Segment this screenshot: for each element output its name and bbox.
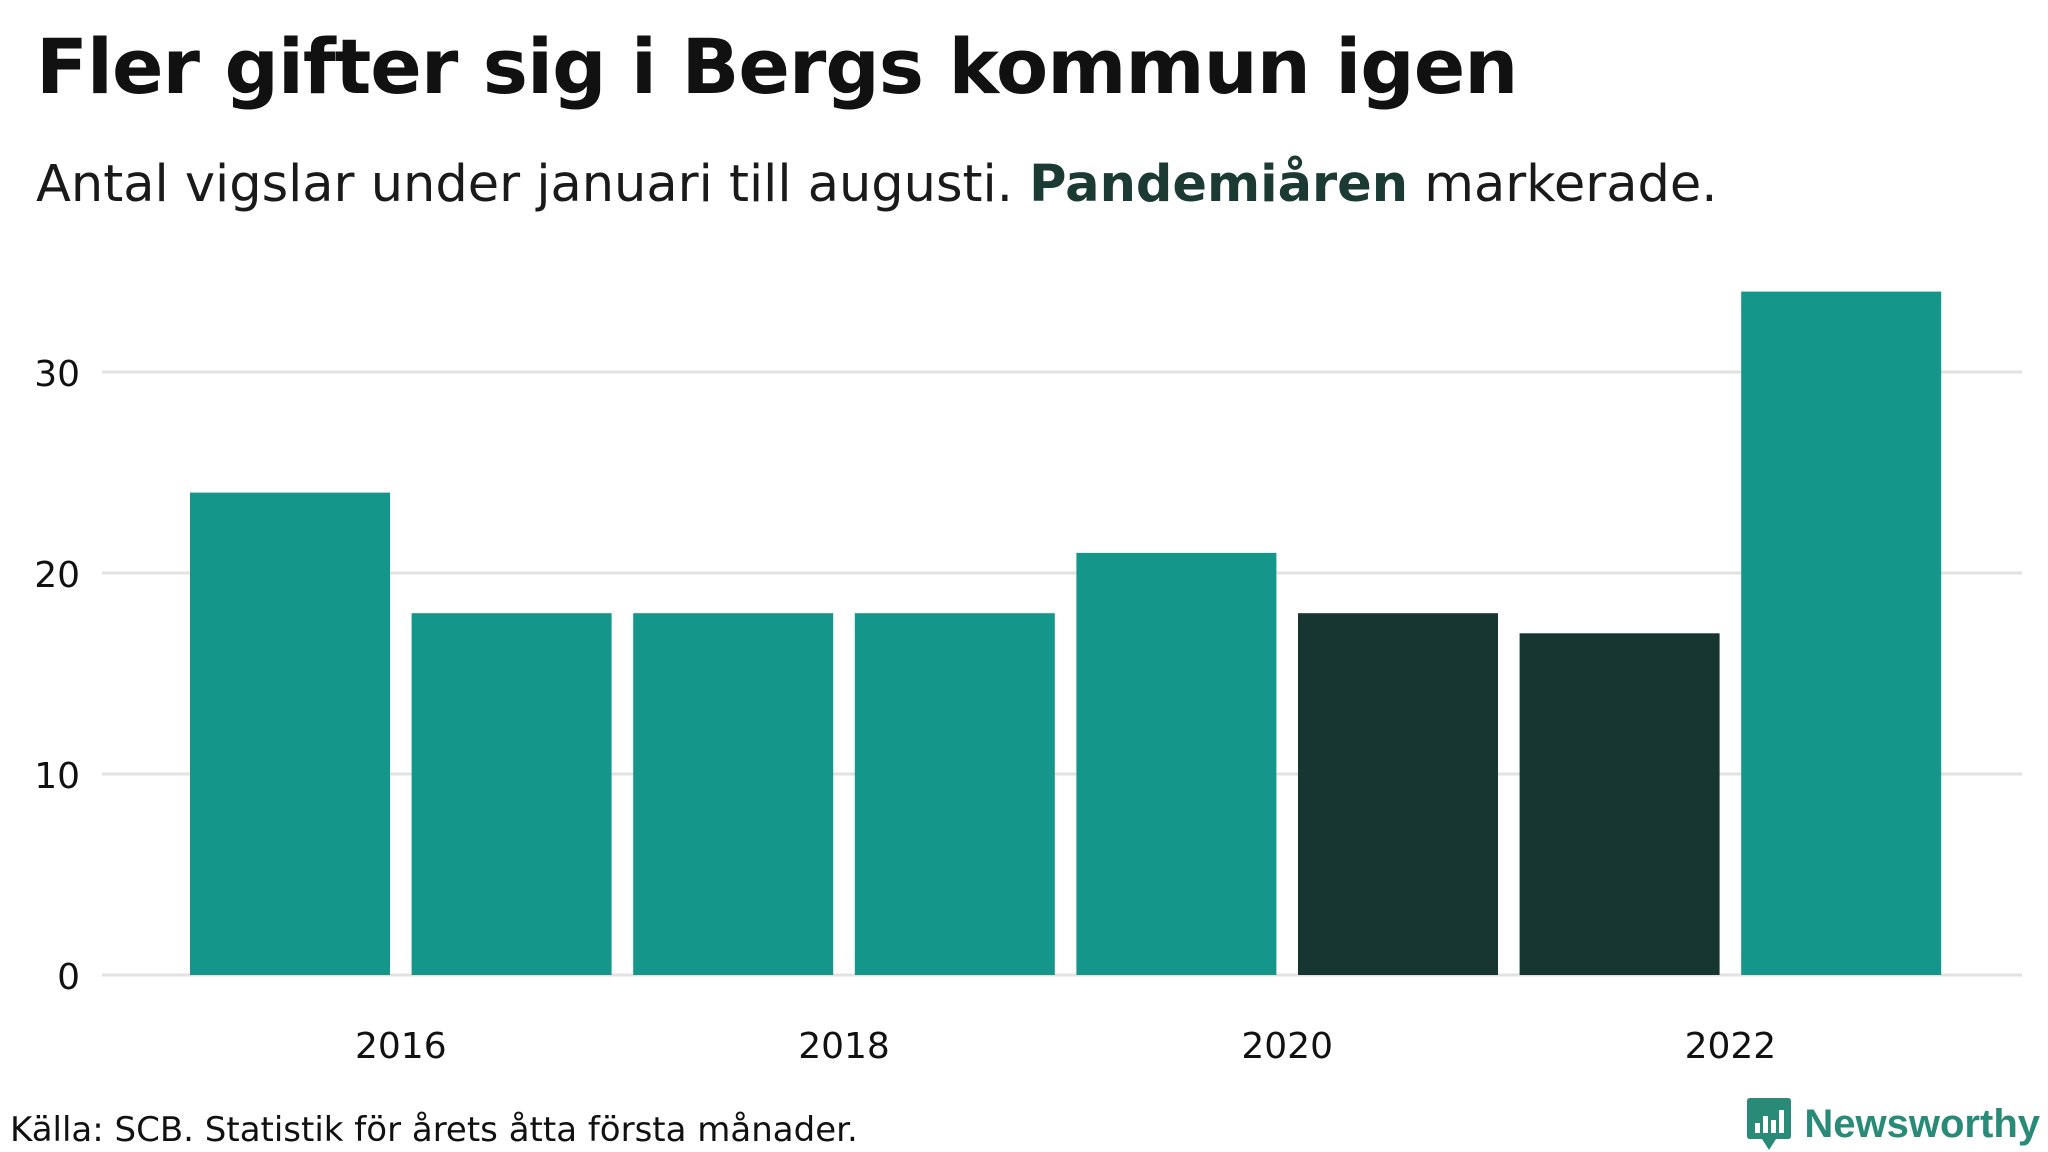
source-note: Källa: SCB. Statistik för årets åtta för…: [10, 1110, 858, 1150]
bar-2015: [190, 492, 390, 975]
x-tick-label: 2020: [1241, 1026, 1333, 1067]
bar-2017: [633, 613, 834, 975]
y-tick-label: 0: [57, 957, 80, 998]
x-tick-label: 2016: [355, 1026, 447, 1067]
newsworthy-logo-icon: [1747, 1098, 1792, 1150]
y-tick-label: 30: [34, 354, 80, 395]
bar-2018: [854, 613, 1055, 975]
brand-logo: Newsworthy: [1746, 1096, 2040, 1152]
x-tick-label: 2022: [1685, 1026, 1777, 1067]
y-tick-label: 10: [34, 756, 80, 797]
chart-title: Fler gifter sig i Bergs kommun igen: [36, 22, 1518, 111]
bar-2016: [411, 613, 612, 975]
bar-chart: 0 10 20 30 2016 2018 2020 2022: [34, 291, 2022, 1067]
y-tick-label: 20: [34, 555, 80, 596]
x-tick-label: 2018: [798, 1026, 890, 1067]
bar-2021: [1519, 633, 1720, 975]
bar-2020: [1298, 613, 1498, 975]
subtitle-suffix: markerade.: [1408, 155, 1718, 214]
bar-2019: [1076, 552, 1277, 975]
subtitle-text: Antal vigslar under januari till augusti…: [36, 155, 1030, 214]
bar-2022: [1741, 291, 1942, 976]
brand-name: Newsworthy: [1804, 1101, 2040, 1146]
subtitle-highlight: Pandemiåren: [1029, 155, 1409, 214]
chart-subtitle: Antal vigslar under januari till augusti…: [36, 155, 1717, 214]
